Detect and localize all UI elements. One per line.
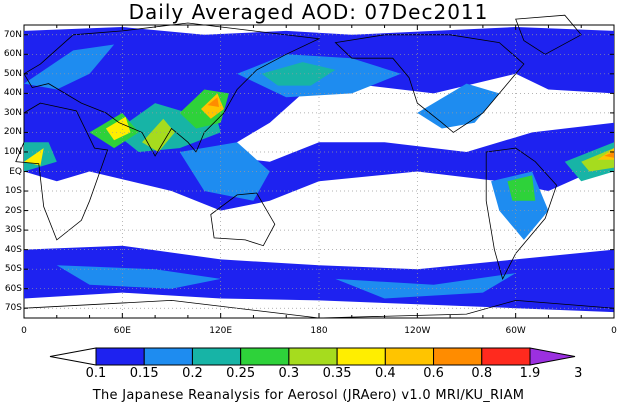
colorbar-label: 0.1	[85, 366, 107, 381]
colorbar-label: 0.4	[374, 366, 396, 381]
colorbar-box	[481, 347, 531, 366]
lon-label: 180	[310, 326, 328, 336]
colorbar-box	[384, 347, 435, 366]
colorbar-high-end	[529, 347, 576, 366]
colorbar-label: 0.2	[182, 366, 203, 381]
blob-south-america	[491, 171, 549, 240]
lat-label: 20N	[3, 127, 22, 138]
blob-southern-ocean-b	[335, 273, 516, 299]
blob-atlantic-core	[604, 152, 614, 158]
blob-china-core	[207, 97, 219, 107]
lat-label: 30N	[3, 107, 22, 118]
lon-label: 0	[611, 326, 617, 336]
blob-tropical-band	[24, 122, 614, 211]
colorbar-label: 0.25	[226, 366, 256, 381]
colorbar-box	[191, 347, 242, 366]
colorbar-box	[95, 347, 145, 366]
lat-label: EQ	[9, 166, 22, 177]
blob-southern-band	[24, 245, 614, 313]
colorbar-box	[288, 347, 338, 366]
colorbar-label: 0.3	[278, 366, 300, 381]
blob-north-atlantic-europe	[24, 44, 115, 90]
blob-east-china	[201, 93, 224, 119]
colorbar-label: 0.8	[471, 366, 493, 381]
colorbar-low-end	[49, 347, 97, 366]
blob-amazon	[507, 175, 536, 201]
lat-label: 10N	[3, 146, 22, 157]
lat-label: 40S	[4, 244, 22, 255]
coast-north-america	[334, 34, 525, 133]
blob-southern-ocean-a	[56, 265, 221, 289]
blob-india-core	[142, 118, 175, 152]
lon-label: 60E	[113, 326, 131, 336]
axis-ticks	[23, 25, 615, 318]
aod-field	[24, 27, 614, 313]
coast-africa	[15, 102, 109, 241]
credit-text: The Japanese Reanalysis for Aerosol (JRA…	[92, 388, 525, 403]
lat-label: 50N	[3, 68, 22, 79]
colorbar-box	[433, 347, 483, 366]
blob-sahara	[24, 148, 44, 166]
map-title: Daily Averaged AOD: 07Dec2011	[128, 0, 489, 24]
lat-label: 10S	[4, 186, 22, 197]
colorbar-box	[336, 347, 386, 366]
coast-eurasia	[23, 22, 321, 157]
lat-label: 20S	[4, 205, 22, 216]
lon-label: 60W	[505, 326, 526, 336]
coast-south-america	[485, 147, 558, 280]
colorbar-box	[143, 347, 193, 366]
lon-label: 0	[21, 326, 27, 336]
colorbar-label: 0.6	[423, 366, 444, 381]
coast-australia	[210, 192, 276, 247]
colorbar-label: 0.15	[129, 366, 159, 381]
lat-label: 60S	[4, 283, 22, 294]
lat-label: 70S	[4, 303, 22, 314]
colorbar-label: 0.35	[322, 366, 352, 381]
lat-label: 40N	[3, 88, 22, 99]
lat-label: 50S	[4, 264, 22, 275]
blob-arabia-core	[105, 116, 131, 141]
coast-greenland	[515, 14, 582, 55]
lon-label: 120E	[209, 326, 233, 336]
gridlines	[24, 25, 614, 318]
colorbar-label: 1.9	[519, 366, 541, 381]
lat-label: 30S	[4, 225, 22, 236]
blob-north-pacific-core	[261, 62, 336, 86]
blob-north-america	[417, 83, 500, 129]
lat-label: 70N	[3, 29, 22, 40]
colorbar-box	[240, 347, 290, 366]
lat-label: 60N	[3, 49, 22, 60]
colorbar	[49, 347, 576, 366]
lon-label: 120W	[404, 326, 431, 336]
colorbar-label: 3	[574, 366, 583, 381]
